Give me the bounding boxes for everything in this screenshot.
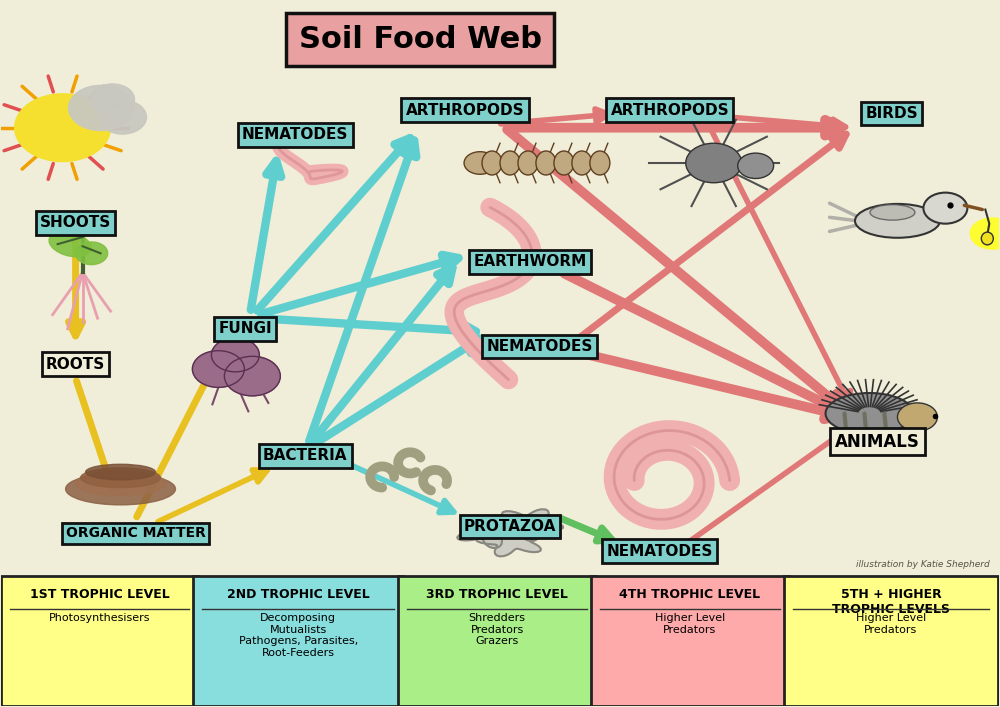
Ellipse shape — [590, 151, 610, 175]
Ellipse shape — [86, 464, 155, 480]
Text: BIRDS: BIRDS — [865, 106, 918, 121]
Text: SHOOTS: SHOOTS — [40, 216, 111, 230]
Circle shape — [464, 152, 496, 174]
Ellipse shape — [826, 393, 913, 434]
Ellipse shape — [572, 151, 592, 175]
Text: 1ST TROPHIC LEVEL: 1ST TROPHIC LEVEL — [30, 588, 169, 601]
Text: ARTHROPODS: ARTHROPODS — [610, 103, 729, 117]
Text: BACTERIA: BACTERIA — [263, 448, 348, 463]
Circle shape — [686, 144, 742, 182]
Circle shape — [923, 192, 967, 223]
Ellipse shape — [554, 151, 574, 175]
Text: 4TH TROPHIC LEVEL: 4TH TROPHIC LEVEL — [619, 588, 760, 601]
Text: Decomposing
Mutualists
Pathogens, Parasites,
Root-Feeders: Decomposing Mutualists Pathogens, Parasi… — [239, 613, 358, 658]
Text: 5TH + HIGHER
TROPHIC LEVELS: 5TH + HIGHER TROPHIC LEVELS — [832, 588, 950, 616]
Polygon shape — [476, 524, 543, 556]
Polygon shape — [495, 509, 563, 541]
Circle shape — [91, 84, 135, 115]
Circle shape — [192, 351, 244, 387]
Circle shape — [224, 356, 280, 396]
FancyBboxPatch shape — [1, 575, 198, 706]
Ellipse shape — [81, 468, 160, 488]
Circle shape — [897, 403, 937, 431]
Text: ARTHROPODS: ARTHROPODS — [406, 103, 524, 117]
Ellipse shape — [76, 471, 165, 496]
Text: EARTHWORM: EARTHWORM — [473, 255, 587, 269]
Circle shape — [15, 94, 111, 162]
Text: 2ND TROPHIC LEVEL: 2ND TROPHIC LEVEL — [227, 588, 370, 601]
Ellipse shape — [536, 151, 556, 175]
Text: FUNGI: FUNGI — [219, 321, 272, 337]
Text: ANIMALS: ANIMALS — [835, 433, 920, 450]
Text: NEMATODES: NEMATODES — [487, 339, 593, 354]
Text: NEMATODES: NEMATODES — [607, 544, 713, 559]
Text: Higher Level
Predators: Higher Level Predators — [856, 613, 926, 635]
Text: illustration by Katie Shepherd: illustration by Katie Shepherd — [856, 560, 989, 568]
Ellipse shape — [66, 473, 175, 505]
Circle shape — [211, 338, 259, 372]
FancyBboxPatch shape — [398, 575, 596, 706]
Text: Photosynthesisers: Photosynthesisers — [49, 613, 150, 623]
Text: ORGANIC MATTER: ORGANIC MATTER — [66, 527, 205, 540]
Polygon shape — [457, 516, 525, 548]
FancyBboxPatch shape — [591, 575, 789, 706]
Ellipse shape — [482, 151, 502, 175]
Ellipse shape — [518, 151, 538, 175]
Text: NEMATODES: NEMATODES — [242, 127, 348, 142]
Ellipse shape — [75, 242, 108, 264]
Ellipse shape — [855, 204, 940, 238]
FancyBboxPatch shape — [193, 575, 403, 706]
Circle shape — [970, 218, 1000, 249]
Text: 3RD TROPHIC LEVEL: 3RD TROPHIC LEVEL — [426, 588, 568, 601]
Circle shape — [69, 86, 133, 131]
FancyBboxPatch shape — [784, 575, 998, 706]
Circle shape — [99, 100, 146, 134]
Ellipse shape — [870, 204, 915, 220]
Text: Higher Level
Predators: Higher Level Predators — [655, 613, 725, 635]
Text: Soil Food Web: Soil Food Web — [299, 25, 542, 54]
Ellipse shape — [49, 231, 91, 257]
Text: PROTAZOA: PROTAZOA — [464, 519, 556, 534]
Ellipse shape — [981, 232, 993, 245]
Text: ROOTS: ROOTS — [46, 356, 105, 372]
Text: Shredders
Predators
Grazers: Shredders Predators Grazers — [469, 613, 526, 646]
Ellipse shape — [500, 151, 520, 175]
Circle shape — [738, 153, 774, 178]
